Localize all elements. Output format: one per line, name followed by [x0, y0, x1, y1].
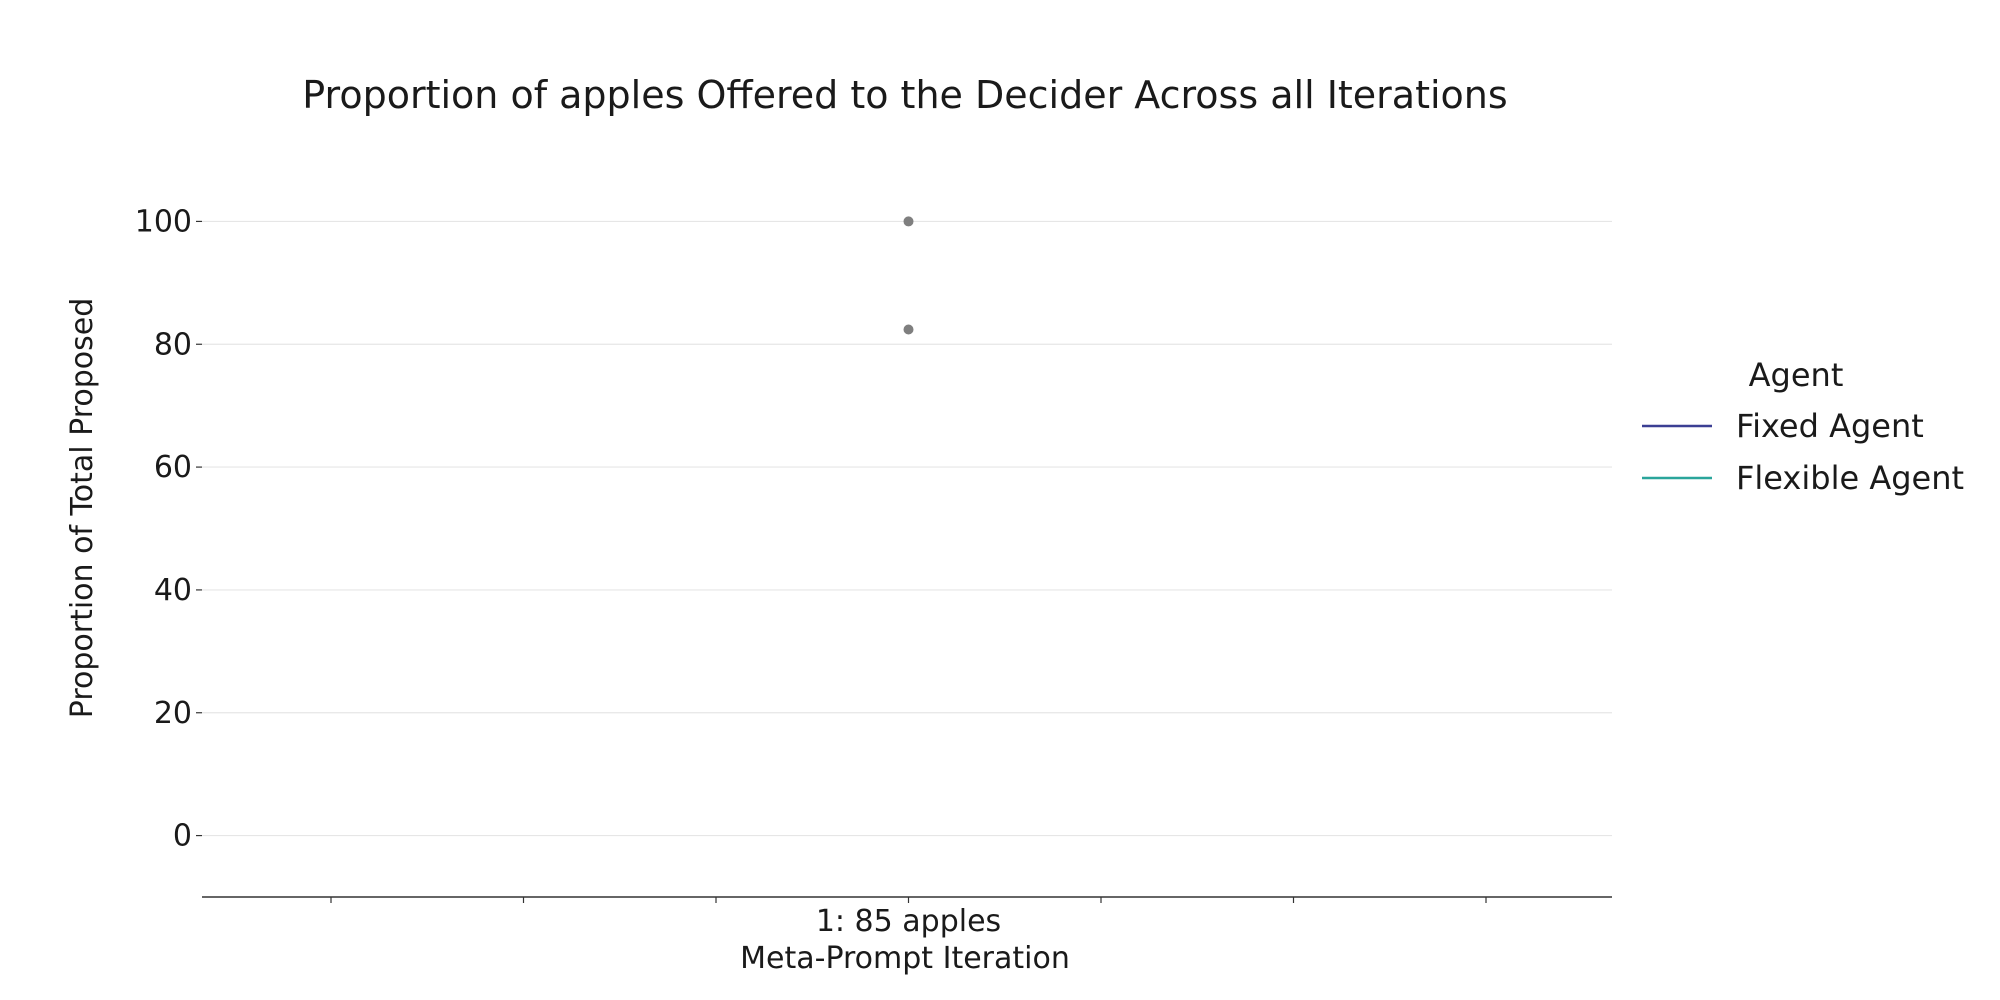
y-axis-label: Proportion of Total Proposed — [65, 298, 100, 719]
legend-title: Agent — [1749, 356, 1844, 394]
legend: Agent Fixed Agent Flexible Agent — [1642, 356, 1964, 497]
data-point-1 — [903, 324, 914, 335]
data-point-0 — [903, 216, 914, 227]
y-axis-ticks: 0 20 40 60 80 100 — [135, 204, 202, 854]
chart-title: Proportion of apples Offered to the Deci… — [302, 73, 1507, 117]
ytick-label-60: 60 — [154, 450, 192, 485]
x-axis: 1: 85 apples — [202, 896, 1612, 939]
legend-entries: Fixed Agent Flexible Agent — [1642, 407, 1964, 497]
xtick-label-0: 1: 85 apples — [816, 904, 1001, 939]
legend-label-0: Fixed Agent — [1736, 407, 1924, 445]
ytick-label-0: 0 — [173, 819, 192, 854]
data-points — [903, 216, 914, 335]
ytick-label-100: 100 — [135, 204, 192, 239]
ytick-label-80: 80 — [154, 327, 192, 362]
ytick-label-20: 20 — [154, 696, 192, 731]
ytick-label-40: 40 — [154, 573, 192, 608]
gridlines — [202, 220, 1612, 837]
legend-label-1: Flexible Agent — [1736, 459, 1964, 497]
x-axis-label: Meta-Prompt Iteration — [740, 941, 1070, 976]
